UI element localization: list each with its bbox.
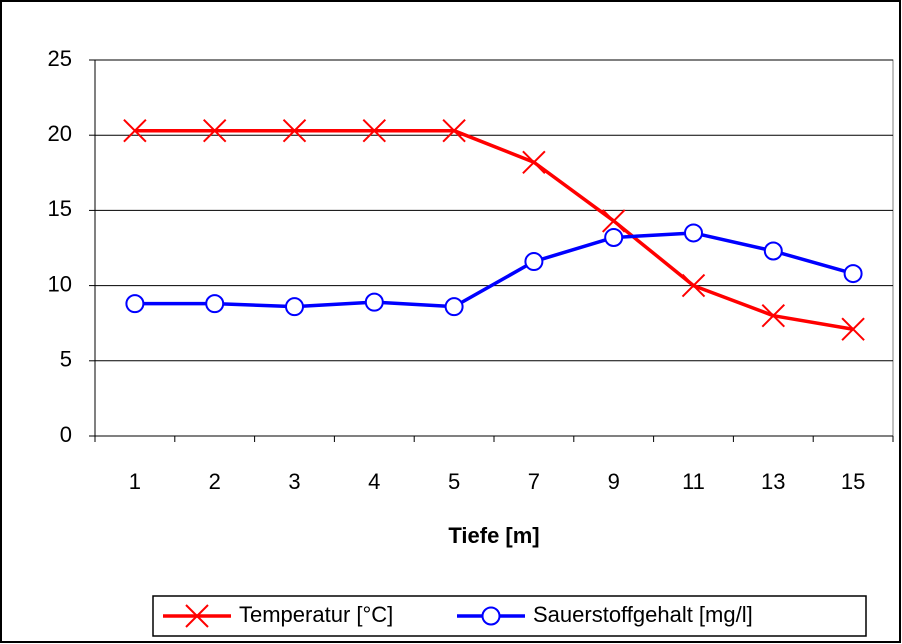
data-point (524, 252, 544, 272)
y-tick-label: 10 (48, 271, 72, 296)
data-point (205, 294, 225, 314)
data-point (202, 118, 227, 143)
data-point (362, 118, 387, 143)
legend-label: Sauerstoffgehalt [mg/l] (533, 602, 753, 627)
x-tick-label: 11 (682, 469, 705, 494)
data-point (123, 118, 147, 143)
data-point (843, 264, 863, 284)
data-point (282, 118, 307, 143)
x-tick-label: 3 (288, 469, 300, 494)
y-tick-label: 0 (60, 422, 72, 447)
x-tick-label: 9 (608, 469, 620, 494)
y-tick-label: 20 (48, 121, 72, 146)
data-point (125, 294, 145, 314)
data-point (442, 118, 466, 143)
series-line (134, 128, 854, 331)
legend-marker (481, 606, 501, 626)
x-tick-label: 1 (129, 469, 141, 494)
data-point (684, 223, 703, 243)
data-point (841, 317, 865, 341)
data-point (522, 150, 546, 174)
data-point (761, 303, 786, 328)
data-point (444, 297, 464, 317)
series-line (134, 231, 854, 309)
data-point (285, 297, 304, 317)
data-point (364, 292, 384, 312)
data-point (604, 227, 624, 247)
x-tick-label: 13 (761, 469, 785, 494)
y-tick-label: 5 (60, 347, 72, 372)
x-axis-title: Tiefe [m] (448, 523, 539, 548)
legend-label: Temperatur [°C] (239, 602, 393, 627)
x-tick-label: 7 (528, 469, 540, 494)
y-tick-label: 15 (48, 196, 72, 221)
x-tick-label: 4 (368, 469, 380, 494)
x-tick-label: 15 (841, 469, 865, 494)
data-point (601, 209, 626, 233)
data-point (681, 273, 706, 298)
x-tick-label: 5 (448, 469, 460, 494)
y-tick-label: 25 (48, 46, 72, 71)
x-tick-label: 2 (209, 469, 221, 494)
data-point (763, 241, 783, 261)
legend-marker (185, 604, 209, 628)
